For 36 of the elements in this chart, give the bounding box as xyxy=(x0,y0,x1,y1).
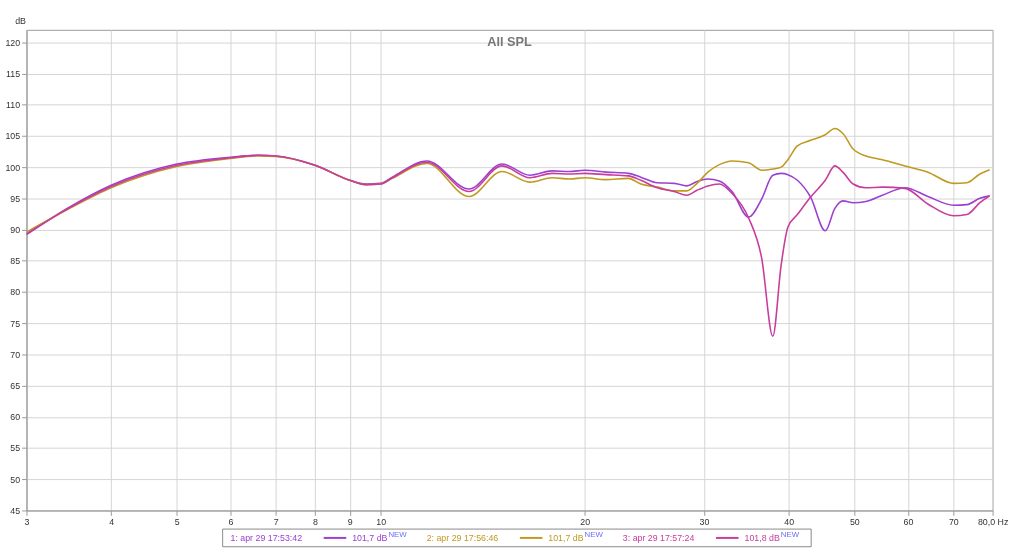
y-tick-label: 80 xyxy=(10,287,21,298)
chart-title: All SPL xyxy=(487,33,533,49)
text: 3: apr 29 17:57:24 xyxy=(622,532,695,543)
text: 2: apr 29 17:56:46 xyxy=(426,532,499,543)
y-tick-label: 90 xyxy=(10,225,21,236)
y-tick-label: 75 xyxy=(10,318,21,329)
x-tick-label: 70 xyxy=(948,516,959,527)
y-tick-label: 50 xyxy=(10,474,21,485)
x-tick-label: 9 xyxy=(347,516,353,527)
x-tick-label: 4 xyxy=(109,516,115,527)
x-tick-label: 10 xyxy=(376,516,387,527)
y-axis-title: dB xyxy=(15,16,27,27)
y-tick-label: 60 xyxy=(10,412,21,423)
x-tick-label: 40 xyxy=(784,516,795,527)
x-tick-label: 50 xyxy=(849,516,860,527)
y-tick-label: 85 xyxy=(10,256,21,267)
y-tick-label: 100 xyxy=(5,162,21,173)
x-tick-label: 80,0 Hz xyxy=(977,516,1009,527)
x-tick-label: 20 xyxy=(580,516,591,527)
x-tick-label: 60 xyxy=(903,516,914,527)
y-tick-label: 120 xyxy=(5,37,21,48)
y-tick-label: 110 xyxy=(6,100,21,111)
x-tick-label: 7 xyxy=(273,516,279,527)
x-tick-label: 3 xyxy=(24,516,30,527)
text: 1: apr 29 17:53:42 xyxy=(230,532,303,543)
x-tick-label: 5 xyxy=(174,516,180,527)
y-tick-label: 45 xyxy=(10,505,21,516)
x-tick-label: 8 xyxy=(313,516,319,527)
y-tick-label: 115 xyxy=(6,68,21,79)
x-tick-label: 6 xyxy=(228,516,234,527)
y-tick-label: 95 xyxy=(10,193,21,204)
x-tick-label: 30 xyxy=(699,516,710,527)
y-tick-label: 55 xyxy=(10,443,21,454)
y-tick-label: 70 xyxy=(10,349,21,360)
y-tick-label: 105 xyxy=(5,131,21,142)
y-tick-label: 65 xyxy=(10,381,21,392)
